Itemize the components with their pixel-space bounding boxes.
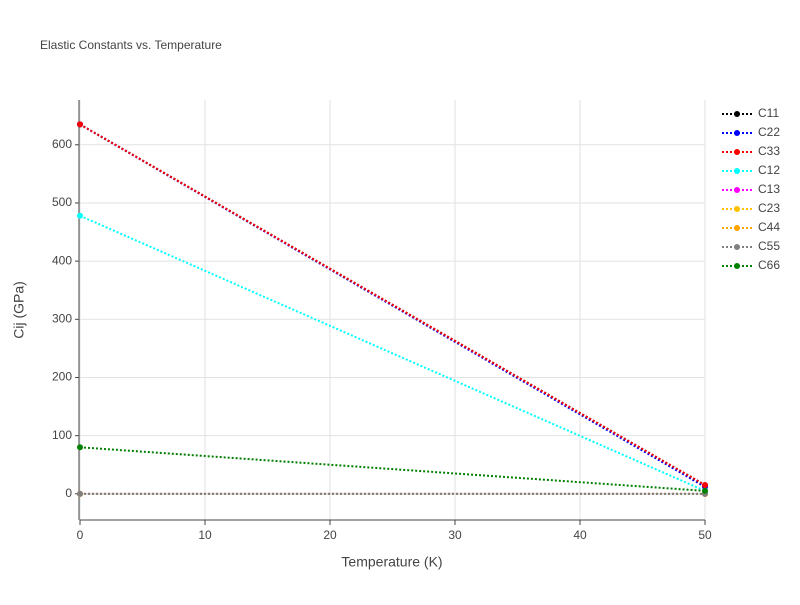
- y-axis-title: Cij (GPa): [11, 281, 27, 339]
- legend-marker: [734, 168, 740, 174]
- legend-marker: [734, 244, 740, 250]
- legend-marker: [734, 225, 740, 231]
- series-line: [79, 214, 706, 492]
- x-tick-label: 30: [448, 528, 462, 542]
- point: [77, 212, 83, 219]
- series-line: [79, 446, 706, 492]
- point: [702, 482, 708, 489]
- y-tick-label: 500: [52, 195, 72, 209]
- y-tick-label: 600: [52, 137, 72, 151]
- x-tick-label: 0: [77, 528, 84, 542]
- point: [702, 487, 708, 494]
- chart-title: Elastic Constants vs. Temperature: [40, 38, 222, 52]
- y-tick-label: 200: [52, 370, 72, 384]
- y-tick-label: 300: [52, 311, 72, 325]
- legend-label: C44: [758, 220, 780, 234]
- x-axis-title: Temperature (K): [341, 554, 442, 570]
- point: [77, 490, 83, 497]
- legend-label: C66: [758, 258, 780, 272]
- legend-label: C12: [758, 163, 780, 177]
- x-tick-label: 40: [573, 528, 587, 542]
- series-line: [79, 123, 706, 486]
- legend-marker: [734, 263, 740, 269]
- y-tick-label: 400: [52, 253, 72, 267]
- legend-marker: [734, 187, 740, 193]
- point: [77, 121, 83, 128]
- legend-label: C22: [758, 125, 780, 139]
- y-tick-label: 100: [52, 428, 72, 442]
- legend-label: C13: [758, 182, 780, 196]
- legend-label: C33: [758, 144, 780, 158]
- legend-marker: [734, 206, 740, 212]
- y-tick-label: 0: [65, 486, 72, 500]
- legend-marker: [734, 130, 740, 136]
- x-tick-label: 10: [198, 528, 212, 542]
- legend-label: C55: [758, 239, 780, 253]
- legend-marker: [734, 149, 740, 155]
- x-tick-label: 20: [323, 528, 337, 542]
- x-tick-label: 50: [698, 528, 712, 542]
- legend-label: C11: [758, 106, 779, 120]
- legend-label: C23: [758, 201, 780, 215]
- point: [77, 444, 83, 451]
- legend-marker: [734, 111, 740, 117]
